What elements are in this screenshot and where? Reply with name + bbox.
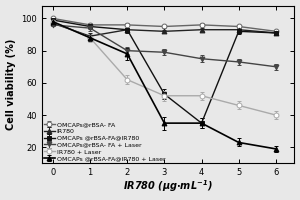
Y-axis label: Cell viability (%): Cell viability (%) [6, 39, 16, 130]
Legend: OMCAPs@rBSA- FA, IR780, OMCAPs @rBSA-FA@IR780, OMCAPs@rBSA- FA + Laser, IR780 + : OMCAPs@rBSA- FA, IR780, OMCAPs @rBSA-FA@… [43, 121, 166, 162]
X-axis label: $\bfit{IR780}$ $\bfit{(\mu g{\cdot}mL^{-1})}$: $\bfit{IR780}$ $\bfit{(\mu g{\cdot}mL^{-… [123, 179, 213, 194]
